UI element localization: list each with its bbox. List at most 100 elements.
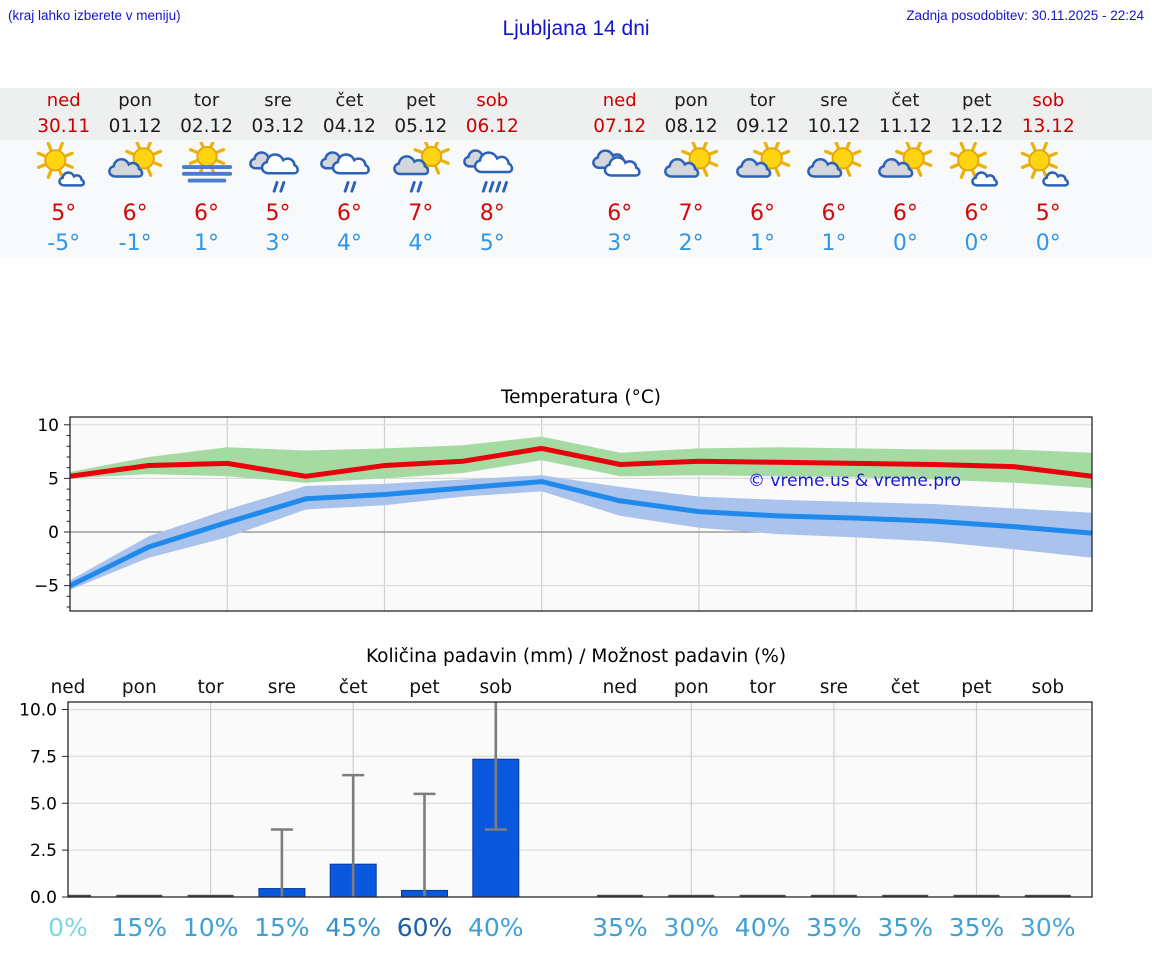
probability-label: 45% [325,913,381,942]
days-strip: ned 30.11 5° -5° pon 01.12 6° -1° tor 02.12 6° 1° sr… [0,88,1152,258]
day-name: pon [674,90,709,111]
high-temp: 6° [336,201,362,226]
high-temp: 6° [750,201,776,226]
day-label: čet [891,677,920,698]
day-name: pet [962,90,992,111]
day-name: sob [1032,90,1065,111]
y-tick-label: 7.5 [30,747,57,767]
day-label: pet [961,677,991,698]
low-temp: 1° [750,231,776,256]
y-tick-label: 10 [37,416,59,436]
precip-bar [597,894,643,897]
precip-bar [187,894,234,897]
day-label: pet [409,677,439,698]
low-temp: 1° [821,231,847,256]
probability-labels: 0% 15% 10% 15% 45% 60% 40% 35% 30% 40% 35% 35% 35% 30… [48,913,1075,942]
day-name: tor [749,90,776,111]
probability-label: 30% [1020,913,1076,942]
low-temp: 2° [678,231,704,256]
day-column: ned 30.11 5° -5° [28,88,99,258]
probability-label: 35% [949,913,1005,942]
day-date: 02.12 [180,116,234,137]
cloudy-icon [589,140,651,198]
y-tick-label: 0 [48,523,59,543]
day-date: 10.12 [807,116,861,137]
day-name: sre [264,90,292,111]
last-updated: Zadnja posodobitev: 30.11.2025 - 22:24 [906,8,1144,23]
day-column: sre 03.12 5° 3° [242,88,313,258]
precip-bar [739,894,786,897]
chart-title: Količina padavin (mm) / Možnost padavin … [366,646,786,667]
whisker [342,773,365,897]
high-temp: 6° [194,201,220,226]
min_temp-line [70,479,1092,589]
day-date: 01.12 [108,116,162,137]
day-labels: ned pon tor sre čet pet sob ned pon tor sre čet pet s… [51,677,1065,698]
day-column: tor 02.12 6° 1° [171,88,242,258]
cloud-rain-heavy-icon [461,140,523,198]
y-tick-label: −5 [34,577,59,597]
probability-label: 0% [48,913,88,942]
precip-bar [882,894,929,897]
probability-label: 15% [254,913,310,942]
day-label: tor [750,677,777,698]
day-label: čet [339,677,368,698]
high-temp: 5° [51,201,77,226]
day-date: 11.12 [878,116,932,137]
day-column: pet 05.12 7° 4° [385,88,456,258]
low-temp: 0° [1035,231,1061,256]
plot-background [68,702,1092,897]
day-column: sre 10.12 6° 1° [798,88,869,258]
week-1: ned 30.11 5° -5° pon 01.12 6° -1° tor 02.12 6° 1° sr… [28,88,528,258]
sun-cloud-rain-icon [390,140,452,198]
day-column: čet 04.12 6° 4° [314,88,385,258]
day-label: sre [268,677,296,698]
y-axis-labels: 10 5 0 −5 [34,416,59,597]
day-date: 04.12 [322,116,376,137]
day-date: 30.11 [37,116,91,137]
precip-bar [1024,894,1071,897]
precip-bar [68,894,91,897]
day-name: ned [602,90,637,111]
day-date: 13.12 [1021,116,1075,137]
probability-label: 40% [468,913,524,942]
plot-border [67,701,1093,898]
y-tick-label: 0.0 [30,888,57,908]
day-column: čet 11.12 6° 0° [870,88,941,258]
precip-bar [116,894,163,897]
high-temp: 7° [408,201,434,226]
day-name: sre [820,90,848,111]
day-column: pet 12.12 6° 0° [941,88,1012,258]
day-column: tor 09.12 6° 1° [727,88,798,258]
day-label: pon [122,677,157,698]
high-temp: 6° [964,201,990,226]
day-column: sob 06.12 8° 5° [457,88,528,258]
probability-label: 35% [877,913,933,942]
day-date: 07.12 [593,116,647,137]
page-title: Ljubljana 14 dni [502,17,650,40]
probability-label: 35% [592,913,648,942]
cloud-rain-light-icon [318,140,380,198]
max_temp-line [70,445,1092,479]
day-name: tor [193,90,220,111]
day-label: sob [479,677,512,698]
high-temp: 6° [821,201,847,226]
day-name: sob [476,90,509,111]
day-column: pon 01.12 6° -1° [99,88,170,258]
day-date: 08.12 [664,116,718,137]
sun-behind-cloud-icon [732,140,794,198]
high-temp: 6° [122,201,148,226]
high-temp: 8° [479,201,505,226]
high-temp: 5° [265,201,291,226]
y-tick-label: 10.0 [19,701,57,721]
probability-label: 30% [664,913,720,942]
low-temp: 4° [408,231,434,256]
day-date: 12.12 [950,116,1004,137]
day-label: ned [51,677,86,698]
day-date: 06.12 [465,116,519,137]
low-temp: 3° [607,231,633,256]
probability-label: 40% [735,913,791,942]
day-date: 09.12 [736,116,790,137]
low-temp: -5° [47,231,81,256]
